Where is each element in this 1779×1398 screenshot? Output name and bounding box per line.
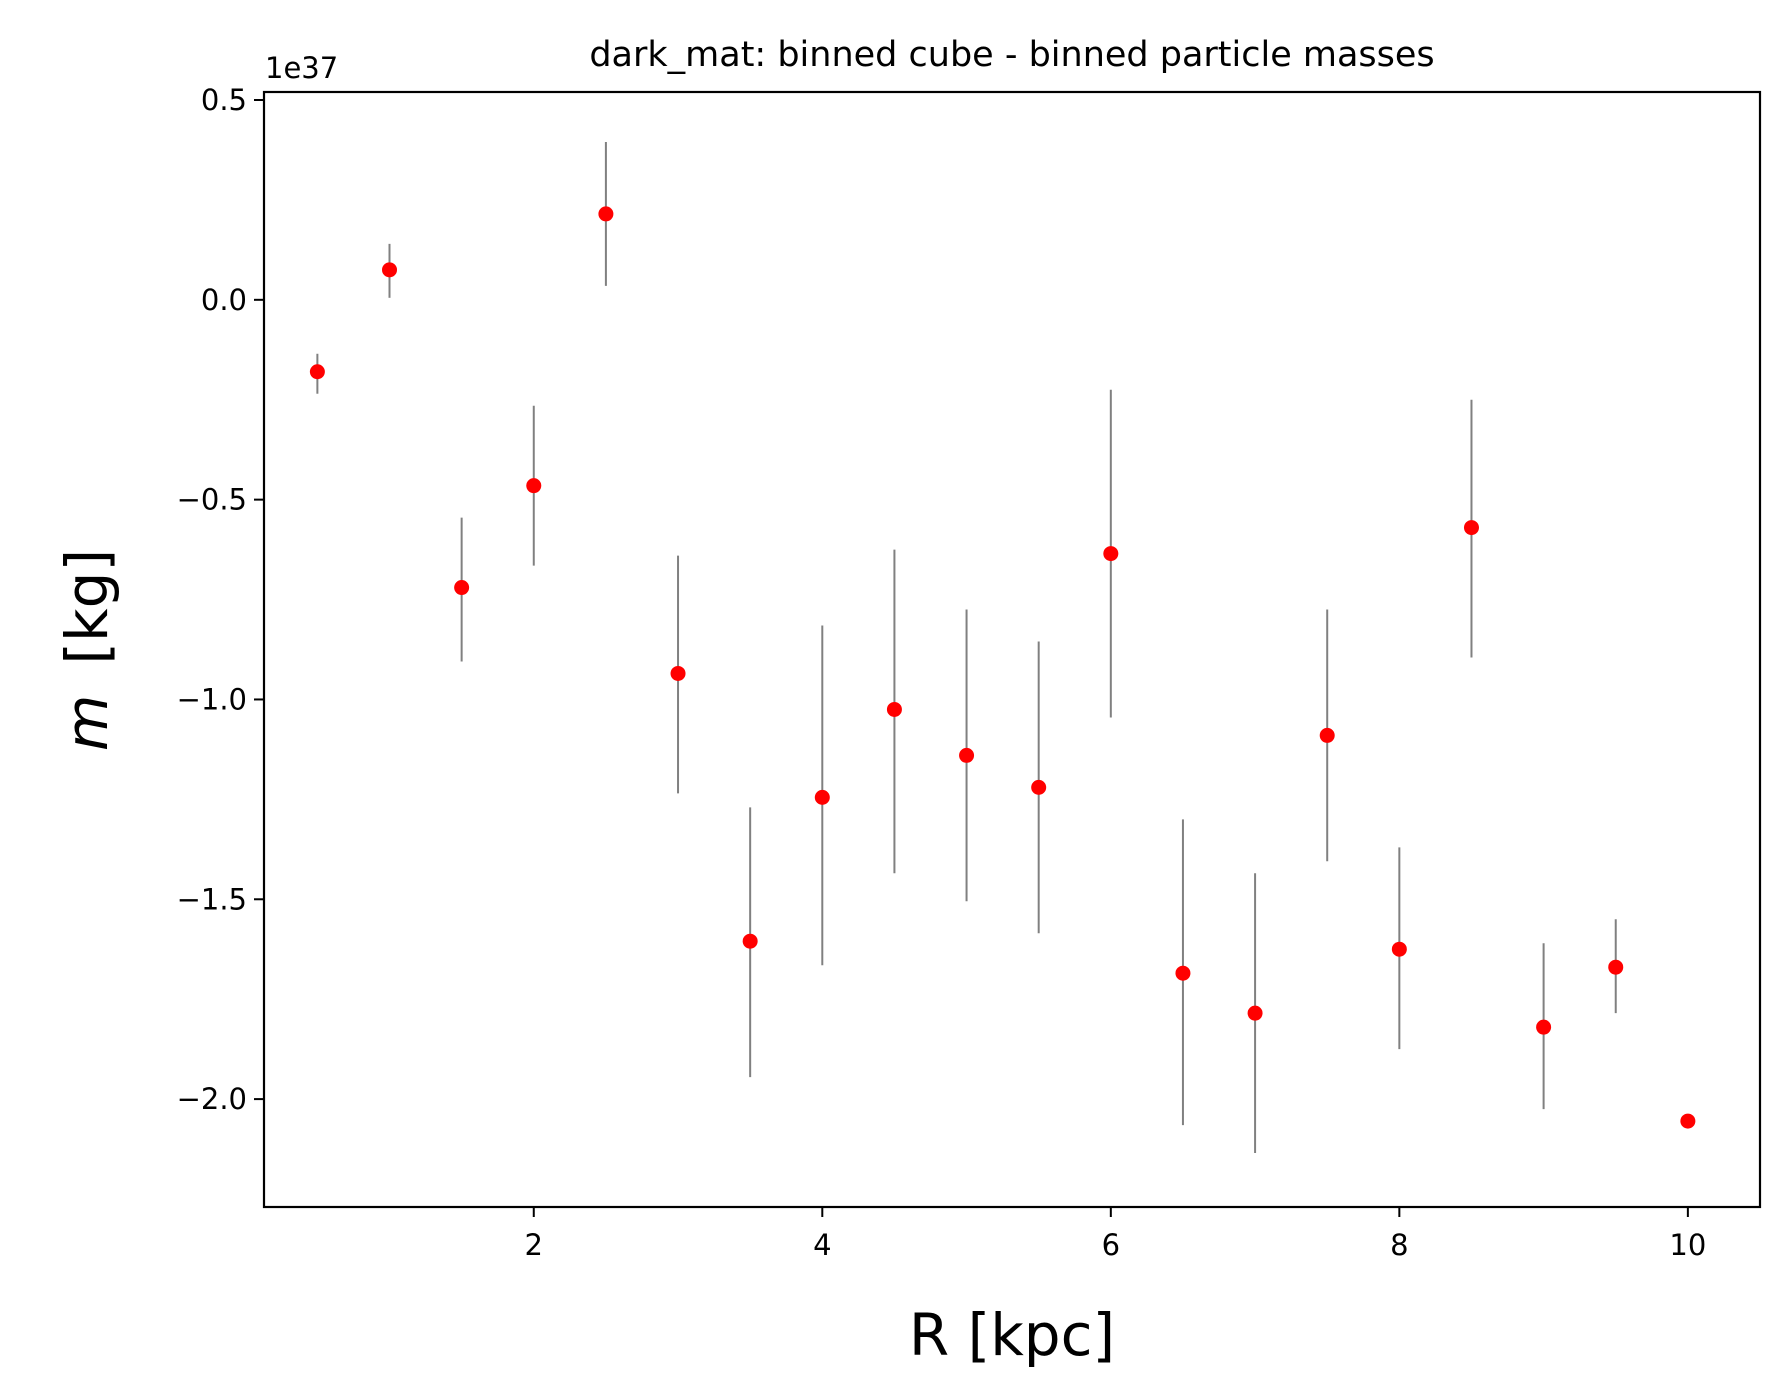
y-tick-label: 0.0 xyxy=(201,283,247,317)
data-point xyxy=(743,934,758,949)
y-offset-label: 1e37 xyxy=(265,51,338,85)
y-tick-label: −1.5 xyxy=(177,882,247,916)
x-axis-label: R [kpc] xyxy=(909,1301,1115,1369)
x-tick-label: 4 xyxy=(813,1228,831,1262)
data-point xyxy=(1031,780,1046,795)
data-point xyxy=(1103,546,1118,561)
data-point xyxy=(1680,1114,1695,1129)
data-point xyxy=(1608,960,1623,975)
data-point xyxy=(1175,966,1190,981)
y-tick-label: 0.5 xyxy=(201,83,247,117)
data-point xyxy=(382,262,397,277)
data-point xyxy=(1320,728,1335,743)
chart-title: dark_mat: binned cube - binned particle … xyxy=(589,35,1434,75)
y-axis-label-symbol: m xyxy=(53,695,121,752)
data-point xyxy=(887,702,902,717)
data-point xyxy=(526,478,541,493)
x-tick-label: 6 xyxy=(1102,1228,1120,1262)
y-tick-label: −1.0 xyxy=(177,682,247,716)
data-point xyxy=(1536,1020,1551,1035)
data-point xyxy=(959,748,974,763)
y-tick-label: −2.0 xyxy=(177,1082,247,1116)
data-point xyxy=(1464,520,1479,535)
data-point xyxy=(1248,1006,1263,1021)
data-point xyxy=(598,206,613,221)
data-point xyxy=(671,666,686,681)
y-axis-label: m [kg] xyxy=(53,549,121,751)
y-tick-label: −0.5 xyxy=(177,483,247,517)
data-point xyxy=(310,364,325,379)
y-axis-label-unit: [kg] xyxy=(53,549,121,665)
data-point xyxy=(815,790,830,805)
x-tick-label: 2 xyxy=(525,1228,543,1262)
data-point xyxy=(1392,942,1407,957)
data-point xyxy=(454,580,469,595)
x-tick-label: 10 xyxy=(1669,1228,1706,1262)
x-tick-label: 8 xyxy=(1390,1228,1408,1262)
